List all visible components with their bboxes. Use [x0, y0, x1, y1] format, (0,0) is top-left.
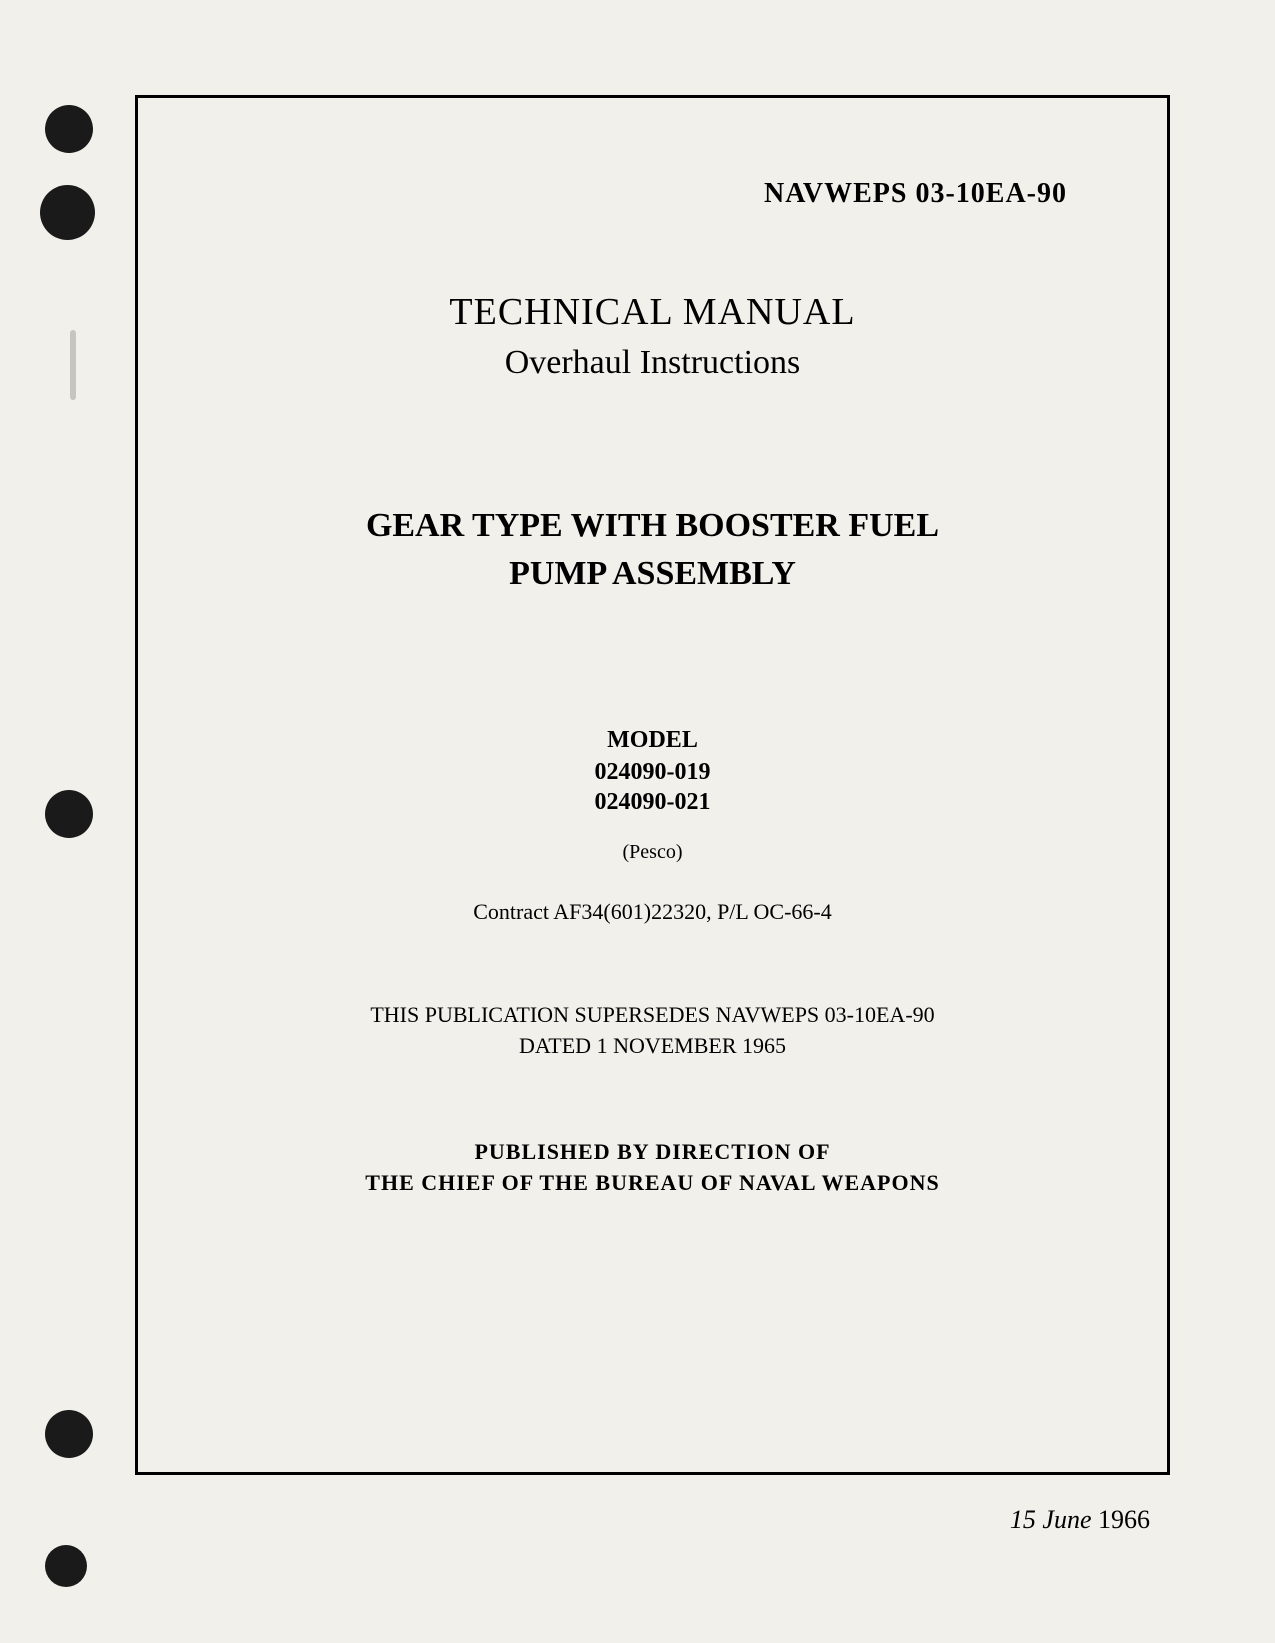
subtitle: Overhaul Instructions: [198, 344, 1107, 382]
manufacturer: (Pesco): [198, 841, 1107, 864]
title-page-border: NAVWEPS 03-10EA-90 TECHNICAL MANUAL Over…: [135, 95, 1170, 1475]
contract-info: Contract AF34(601)22320, P/L OC-66-4: [198, 899, 1107, 925]
model-heading: MODEL: [198, 727, 1107, 754]
punch-hole-icon: [45, 105, 93, 153]
date-day: 15: [1010, 1505, 1036, 1534]
punch-hole-icon: [45, 1410, 93, 1458]
document-page: NAVWEPS 03-10EA-90 TECHNICAL MANUAL Over…: [0, 0, 1275, 1643]
document-number: NAVWEPS 03-10EA-90: [198, 178, 1107, 210]
supersedes-notice: THIS PUBLICATION SUPERSEDES NAVWEPS 03-1…: [198, 1000, 1107, 1062]
main-title: TECHNICAL MANUAL: [198, 290, 1107, 334]
publisher-line2: THE CHIEF OF THE BUREAU OF NAVAL WEAPONS: [365, 1170, 939, 1195]
model-number-1: 024090-019: [198, 759, 1107, 786]
publication-date: 15 June 1966: [135, 1505, 1170, 1535]
equipment-title-line1: GEAR TYPE WITH BOOSTER FUEL: [366, 507, 939, 544]
date-year: 1966: [1098, 1505, 1150, 1534]
model-number-2: 024090-021: [198, 789, 1107, 816]
punch-hole-icon: [40, 185, 95, 240]
publisher-line1: PUBLISHED BY DIRECTION OF: [474, 1139, 830, 1164]
supersedes-line1: THIS PUBLICATION SUPERSEDES NAVWEPS 03-1…: [370, 1002, 934, 1027]
date-month: June: [1042, 1505, 1091, 1534]
supersedes-line2: DATED 1 NOVEMBER 1965: [519, 1033, 786, 1058]
staple-mark-icon: [70, 330, 76, 400]
equipment-title-line2: PUMP ASSEMBLY: [509, 555, 796, 592]
punch-hole-icon: [45, 790, 93, 838]
publisher-info: PUBLISHED BY DIRECTION OF THE CHIEF OF T…: [198, 1137, 1107, 1199]
equipment-title: GEAR TYPE WITH BOOSTER FUEL PUMP ASSEMBL…: [198, 502, 1107, 597]
punch-hole-icon: [45, 1545, 87, 1587]
